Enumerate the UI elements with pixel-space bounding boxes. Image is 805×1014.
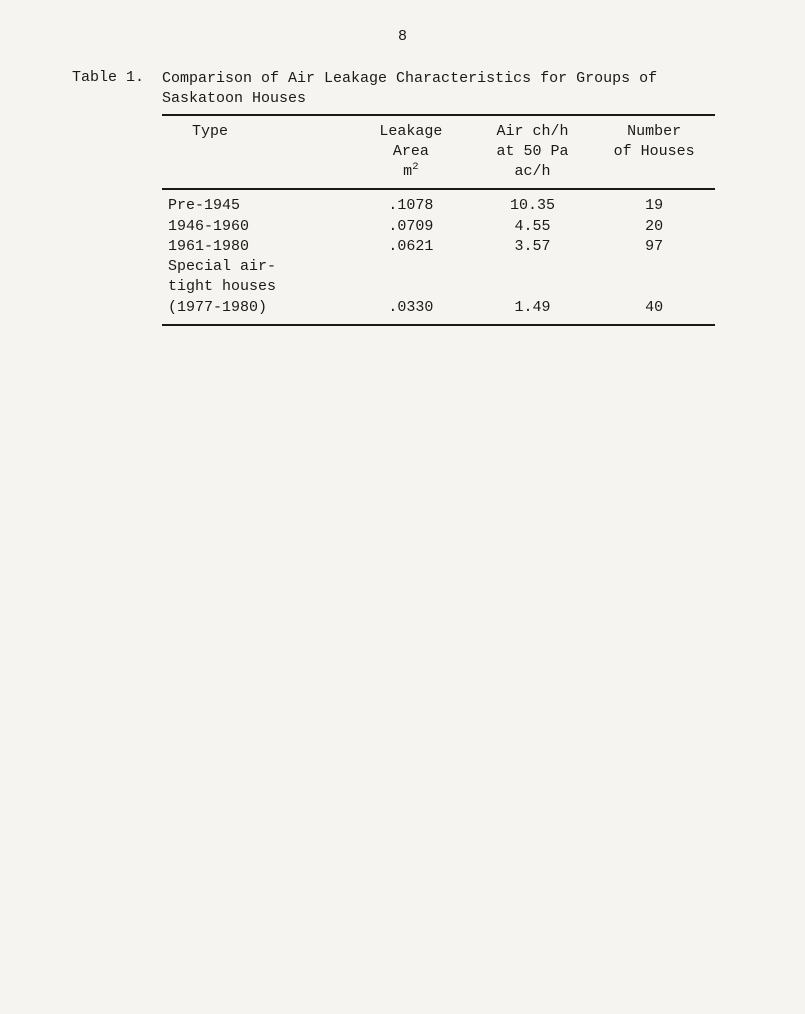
table-row: tight houses — [162, 277, 715, 297]
header-num-l2: of Houses — [614, 143, 695, 160]
cell-leak: .0330 — [350, 298, 472, 325]
header-type: Type — [162, 115, 350, 190]
caption-label: Table 1. — [72, 69, 144, 86]
header-air-l3: ac/h — [514, 163, 550, 180]
header-leak-l3-pre: m — [403, 163, 412, 180]
cell-leak: .0621 — [350, 237, 472, 257]
cell-air — [472, 277, 594, 297]
header-num-l1: Number — [627, 123, 681, 140]
header-leak-l2: Area — [393, 143, 429, 160]
caption-line1: Comparison of Air Leakage Characteristic… — [162, 70, 657, 87]
cell-type: Pre-1945 — [162, 189, 350, 216]
table-wrap: Type Leakage Area m2 Air ch/h at 50 Pa a… — [162, 114, 715, 326]
header-leak-l3-sup: 2 — [412, 161, 418, 173]
cell-type: tight houses — [162, 277, 350, 297]
caption-text: Comparison of Air Leakage Characteristic… — [162, 69, 657, 110]
cell-num: 19 — [593, 189, 715, 216]
header-leak-l1: Leakage — [379, 123, 442, 140]
header-leakage: Leakage Area m2 — [350, 115, 472, 190]
cell-air: 4.55 — [472, 217, 594, 237]
header-air: Air ch/h at 50 Pa ac/h — [472, 115, 594, 190]
content-area: Table 1. Comparison of Air Leakage Chara… — [0, 69, 805, 326]
cell-num — [593, 257, 715, 277]
cell-air: 10.35 — [472, 189, 594, 216]
cell-type: (1977-1980) — [162, 298, 350, 325]
cell-num — [593, 277, 715, 297]
header-row: Type Leakage Area m2 Air ch/h at 50 Pa a… — [162, 115, 715, 190]
cell-leak — [350, 277, 472, 297]
header-number: Number of Houses — [593, 115, 715, 190]
cell-type: 1946-1960 — [162, 217, 350, 237]
table-body: Pre-1945 .1078 10.35 19 1946-1960 .0709 … — [162, 189, 715, 325]
cell-air: 1.49 — [472, 298, 594, 325]
caption-line2: Saskatoon Houses — [162, 90, 306, 107]
table-row: Special air- — [162, 257, 715, 277]
cell-num: 40 — [593, 298, 715, 325]
cell-num: 20 — [593, 217, 715, 237]
table-row: 1946-1960 .0709 4.55 20 — [162, 217, 715, 237]
cell-type: 1961-1980 — [162, 237, 350, 257]
cell-leak — [350, 257, 472, 277]
table-row: Pre-1945 .1078 10.35 19 — [162, 189, 715, 216]
table-row: 1961-1980 .0621 3.57 97 — [162, 237, 715, 257]
table-caption: Table 1. Comparison of Air Leakage Chara… — [72, 69, 745, 110]
cell-num: 97 — [593, 237, 715, 257]
cell-air: 3.57 — [472, 237, 594, 257]
header-air-l2: at 50 Pa — [496, 143, 568, 160]
cell-leak: .0709 — [350, 217, 472, 237]
header-air-l1: Air ch/h — [496, 123, 568, 140]
cell-leak: .1078 — [350, 189, 472, 216]
cell-type: Special air- — [162, 257, 350, 277]
cell-air — [472, 257, 594, 277]
table-row: (1977-1980) .0330 1.49 40 — [162, 298, 715, 325]
data-table: Type Leakage Area m2 Air ch/h at 50 Pa a… — [162, 114, 715, 326]
page-number: 8 — [0, 28, 805, 45]
